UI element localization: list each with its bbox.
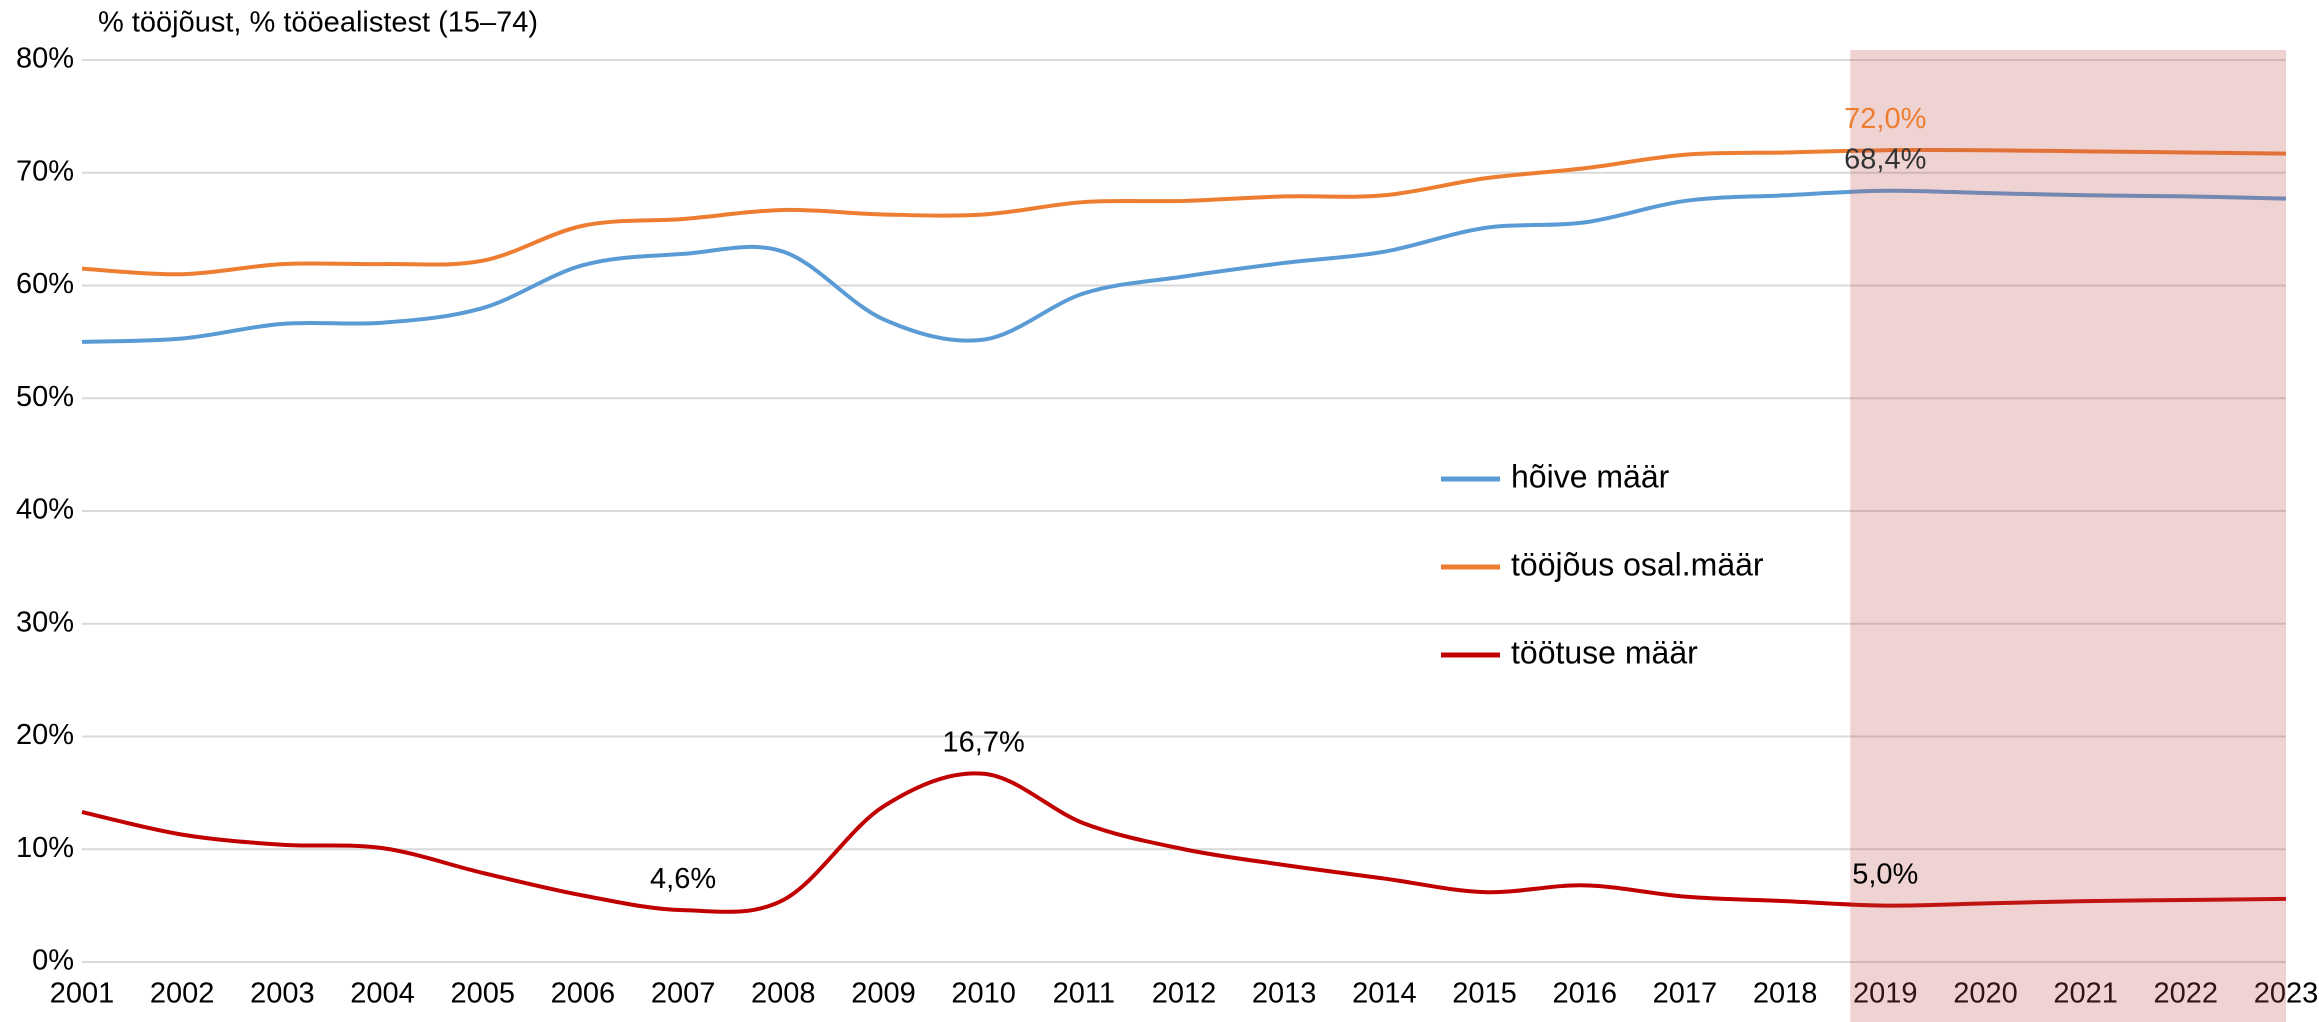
x-tick-label: 2001	[50, 978, 115, 1010]
x-tick-label: 2002	[150, 978, 215, 1010]
legend-label: hõive määr	[1511, 458, 1670, 494]
data-label: 4,6%	[650, 863, 716, 895]
x-tick-label: 2012	[1152, 978, 1217, 1010]
x-tick-label: 2015	[1452, 978, 1517, 1010]
x-tick-label: 2018	[1753, 978, 1818, 1010]
y-tick-label: 60%	[16, 268, 74, 300]
x-tick-label: 2021	[2053, 978, 2118, 1010]
x-tick-label: 2009	[851, 978, 916, 1010]
y-tick-label: 50%	[16, 381, 74, 413]
x-tick-label: 2008	[751, 978, 816, 1010]
data-label: 5,0%	[1852, 858, 1918, 890]
y-tick-label: 80%	[16, 43, 74, 75]
x-tick-label: 2017	[1653, 978, 1718, 1010]
y-tick-label: 30%	[16, 606, 74, 638]
y-tick-label: 10%	[16, 832, 74, 864]
x-tick-label: 2010	[951, 978, 1016, 1010]
data-label: 16,7%	[943, 726, 1025, 758]
x-tick-label: 2005	[450, 978, 515, 1010]
x-tick-label: 2004	[350, 978, 415, 1010]
x-tick-label: 2022	[2154, 978, 2219, 1010]
line-series	[81, 188, 2287, 344]
y-tick-label: 20%	[16, 719, 74, 751]
data-label: 72,0%	[1844, 103, 1926, 135]
x-tick-label: 2019	[1853, 978, 1918, 1010]
line-series	[81, 147, 2287, 277]
x-tick-label: 2016	[1552, 978, 1617, 1010]
y-tick-label: 70%	[16, 155, 74, 187]
y-tick-label: 40%	[16, 494, 74, 526]
shaded-range	[1850, 50, 2286, 1022]
legend-label: tööjõus osal.määr	[1511, 546, 1764, 582]
x-tick-label: 2023	[2254, 978, 2319, 1010]
x-tick-label: 2020	[1953, 978, 2018, 1010]
x-tick-label: 2006	[551, 978, 616, 1010]
x-tick-label: 2014	[1352, 978, 1417, 1010]
y-tick-label: 0%	[32, 945, 74, 977]
y-axis-title: % tööjõust, % tööealistest (15–74)	[98, 7, 538, 39]
x-tick-label: 2013	[1252, 978, 1317, 1010]
legend-label: töötuse määr	[1511, 634, 1698, 670]
data-label: 68,4%	[1844, 143, 1926, 175]
x-tick-label: 2007	[651, 978, 716, 1010]
line-series	[81, 771, 2287, 914]
x-tick-label: 2003	[250, 978, 315, 1010]
x-tick-label: 2011	[1053, 978, 1115, 1010]
